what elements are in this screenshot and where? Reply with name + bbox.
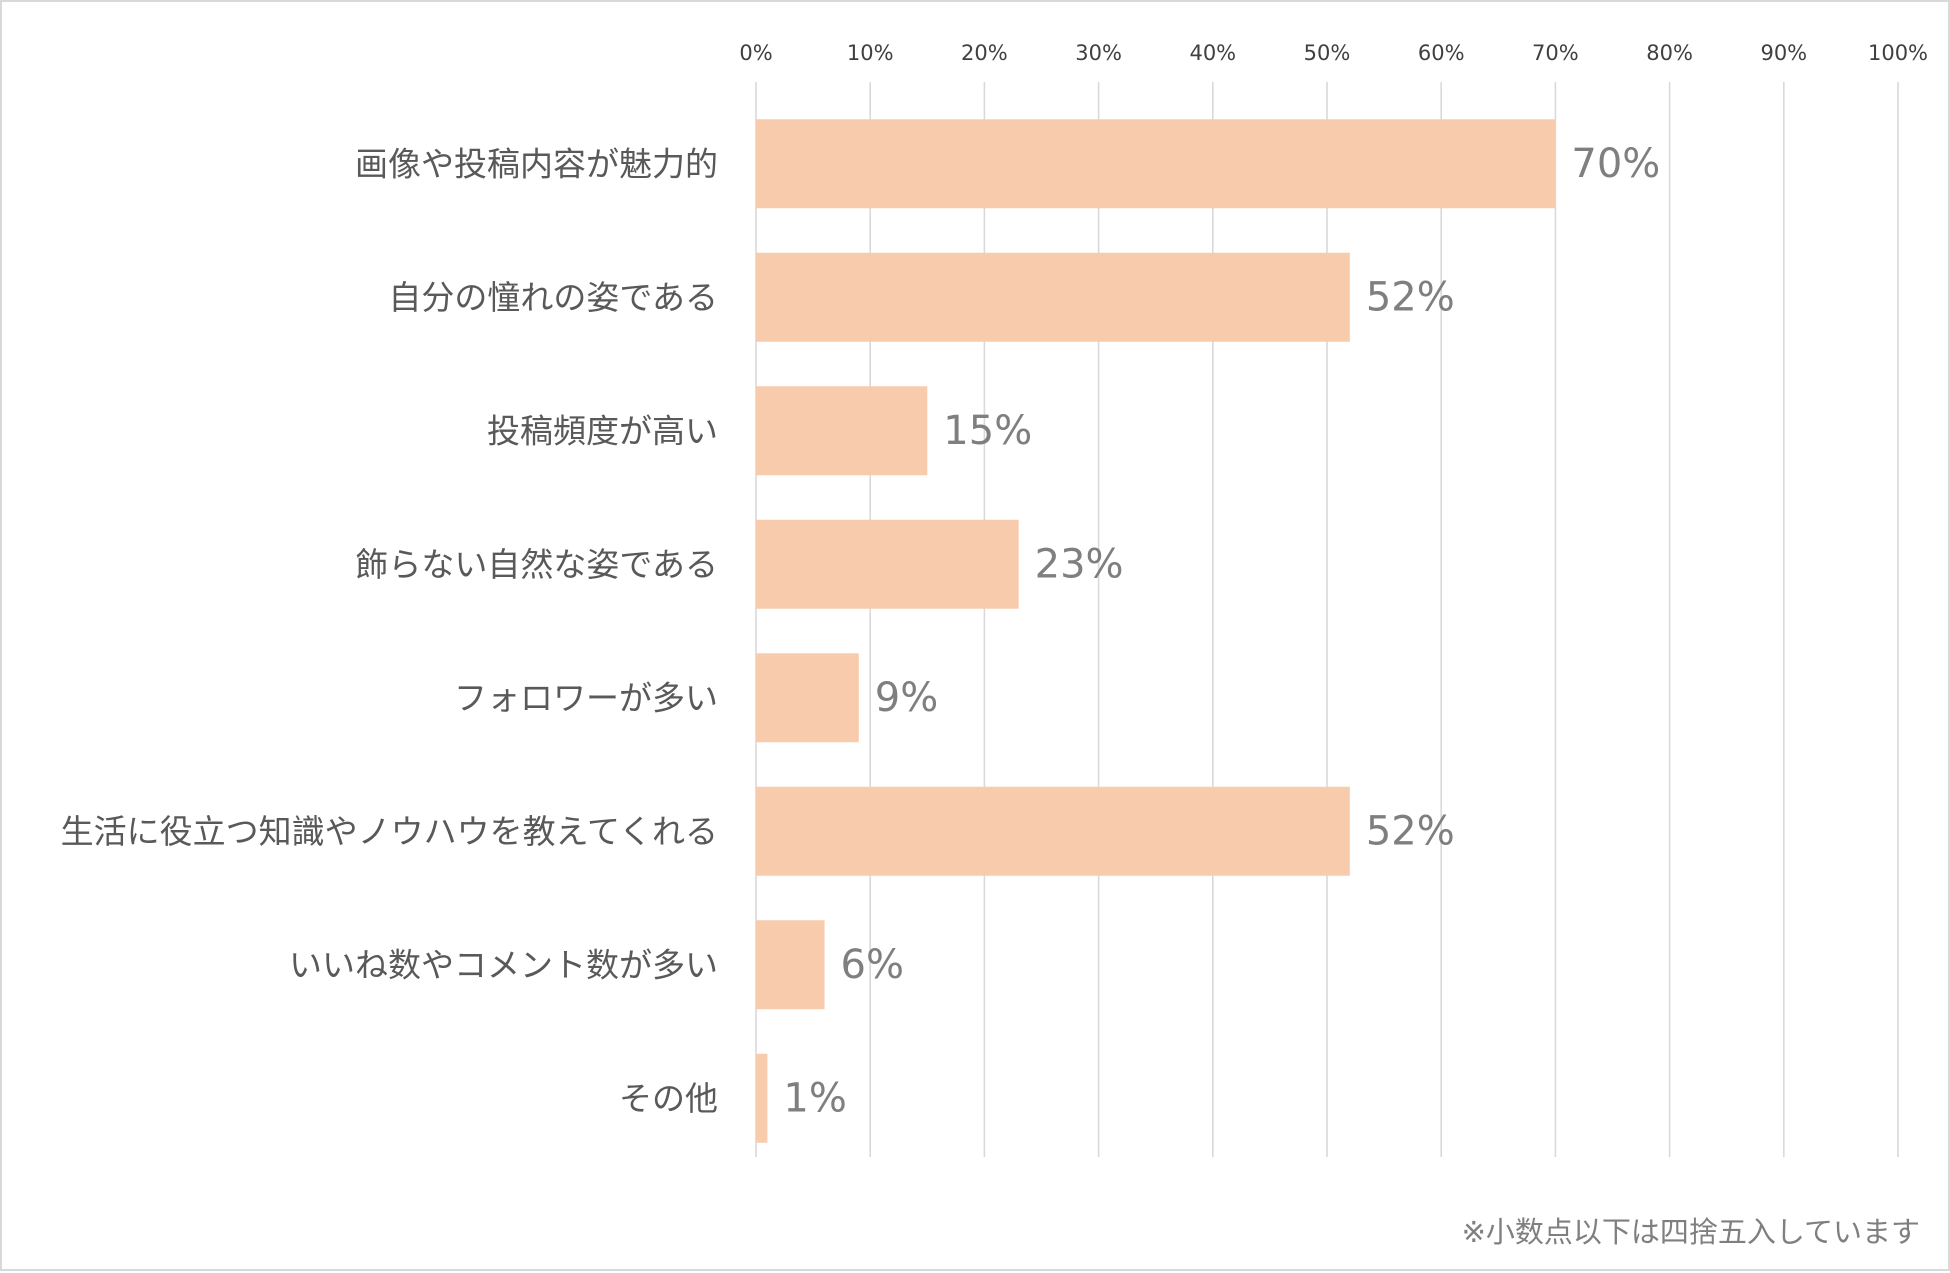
x-tick-label: 20%: [961, 41, 1008, 65]
footnote: ※小数点以下は四捨五入しています: [1462, 1215, 1920, 1249]
x-axis-ticks: 0% 10% 20% 30% 40% 50% 60% 70% 80% 90% 100%: [739, 41, 1928, 65]
x-tick-label: 30%: [1075, 41, 1122, 65]
bar: [756, 1053, 768, 1143]
category-label: 飾らない自然な姿である: [355, 545, 718, 584]
category-labels: 画像や投稿内容が魅力的自分の憧れの姿である投稿頻度が高い飾らない自然な姿であるフ…: [61, 144, 718, 1118]
data-label: 52%: [1366, 808, 1455, 854]
bar: [756, 119, 1556, 209]
category-label: 生活に役立つ知識やノウハウを教えてくれる: [61, 812, 718, 851]
bar: [756, 386, 928, 476]
x-tick-label: 40%: [1189, 41, 1236, 65]
data-label: 70%: [1571, 141, 1660, 187]
bar: [756, 519, 1019, 609]
data-label: 23%: [1035, 541, 1124, 587]
x-tick-label: 70%: [1532, 41, 1579, 65]
bar: [756, 653, 859, 743]
x-tick-label: 60%: [1418, 41, 1465, 65]
data-labels: 70% 52% 15% 23% 9% 52% 6% 1%: [783, 141, 1660, 1122]
bar: [756, 786, 1350, 876]
bar: [756, 252, 1350, 342]
category-label: いいね数やコメント数が多い: [289, 945, 718, 984]
category-label: 自分の憧れの姿である: [388, 278, 718, 317]
category-label: その他: [619, 1079, 718, 1118]
bar: [756, 920, 825, 1010]
data-label: 52%: [1366, 274, 1455, 320]
category-label: フォロワーが多い: [454, 678, 718, 717]
x-tick-label: 80%: [1646, 41, 1693, 65]
data-label: 9%: [875, 675, 938, 721]
data-label: 15%: [943, 408, 1032, 454]
x-tick-label: 50%: [1304, 41, 1351, 65]
gridlines: [755, 82, 1899, 1157]
bars: [756, 119, 1556, 1143]
x-tick-label: 0%: [739, 41, 772, 65]
x-tick-label: 90%: [1760, 41, 1807, 65]
category-label: 投稿頻度が高い: [487, 411, 718, 450]
x-tick-label: 100%: [1868, 41, 1928, 65]
category-label: 画像や投稿内容が魅力的: [355, 144, 718, 183]
data-label: 1%: [783, 1075, 846, 1121]
x-tick-label: 10%: [847, 41, 894, 65]
data-label: 6%: [841, 942, 904, 988]
